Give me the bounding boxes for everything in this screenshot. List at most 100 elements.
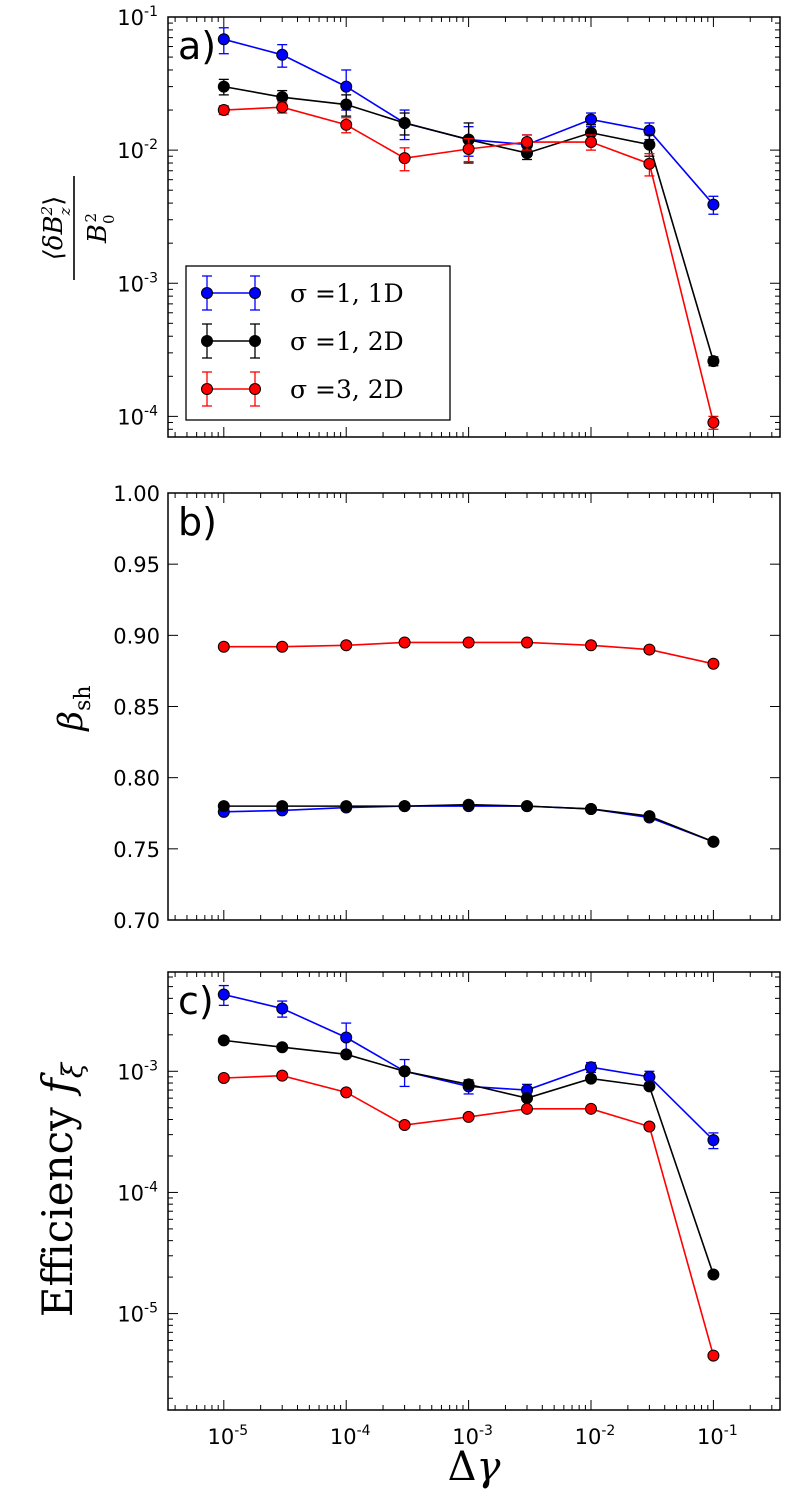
panel-label: a) <box>178 24 216 68</box>
panel-b: 0.70 0.75 0.80 0.85 0.90 0.95 1.00 b) <box>113 482 781 933</box>
y-axis-label-a: ⟨δBz2⟩ B02 <box>38 176 118 280</box>
y-tick-label: 0.95 <box>113 553 160 577</box>
panel-label: c) <box>178 979 214 1023</box>
data-point <box>276 1041 289 1054</box>
legend-entry: σ =1, 2D <box>201 323 404 359</box>
tick-exponent: -3 <box>144 1058 158 1074</box>
x-tick-label: 10-3 <box>452 1423 493 1449</box>
data-point <box>398 800 411 813</box>
data-point <box>217 33 230 46</box>
x-axis-label: Δγ <box>448 1444 501 1490</box>
tick-base: 10 <box>117 405 144 429</box>
data-point <box>643 157 656 170</box>
legend-box <box>185 265 451 421</box>
subscript: 0 <box>100 214 118 224</box>
data-point <box>643 1120 656 1133</box>
data-point <box>398 116 411 129</box>
x-tick-label: 10-2 <box>575 1423 616 1449</box>
data-point <box>217 1034 230 1047</box>
legend-marker <box>249 287 261 299</box>
y-label-denominator: B02 <box>82 213 118 244</box>
data-point <box>340 80 353 93</box>
data-point <box>276 1069 289 1082</box>
tick-exponent: -2 <box>601 1423 615 1439</box>
x-tick-label: 10-4 <box>330 1423 371 1449</box>
label-word: Efficiency <box>33 1094 82 1317</box>
data-point <box>462 1078 475 1091</box>
data-point <box>521 1092 534 1105</box>
y-tick-label: 10-2 <box>117 137 158 163</box>
plot-frame <box>167 971 781 1411</box>
data-point <box>707 1268 720 1281</box>
y-tick-label: 10-1 <box>117 4 158 30</box>
legend: σ =1, 1D σ =1, 2D σ =3, 2D <box>185 265 451 421</box>
series-2 <box>217 101 720 430</box>
tick-exponent: -4 <box>144 1179 158 1195</box>
data-point <box>707 1349 720 1362</box>
tick-base: 10 <box>117 272 144 296</box>
data-point <box>521 1102 534 1115</box>
data-point <box>217 80 230 93</box>
plot-frame <box>167 492 781 921</box>
data-point <box>340 639 353 652</box>
data-point <box>340 1086 353 1099</box>
y-tick-label: 0.80 <box>113 767 160 791</box>
series-line <box>223 38 715 206</box>
data-point <box>521 136 534 149</box>
tick-exponent: -4 <box>144 403 158 419</box>
legend-marker <box>201 383 213 395</box>
y-tick-label: 10-4 <box>117 403 158 429</box>
data-point <box>707 198 720 211</box>
data-point <box>462 636 475 649</box>
tick-exponent: -1 <box>724 1423 738 1439</box>
legend-marker <box>249 383 261 395</box>
legend-label: σ =1, 2D <box>290 327 404 356</box>
series-0 <box>217 27 720 215</box>
tick-exponent: -3 <box>144 270 158 286</box>
data-point <box>462 142 475 155</box>
data-point <box>462 798 475 811</box>
data-point <box>276 101 289 114</box>
tick-base: 10 <box>117 1060 144 1084</box>
tick-base: 10 <box>117 1181 144 1205</box>
data-point <box>276 1002 289 1015</box>
data-point <box>585 1102 598 1115</box>
series-2 <box>217 1069 720 1362</box>
tick-base: 10 <box>330 1425 357 1449</box>
legend-label: σ =1, 1D <box>290 279 404 308</box>
data-point <box>398 1065 411 1078</box>
superscript: 2 <box>38 206 56 217</box>
data-point <box>398 152 411 165</box>
superscript: 2 <box>82 213 100 223</box>
y-label-numerator: ⟨δBz2⟩ <box>38 196 74 261</box>
legend-label: σ =3, 2D <box>290 375 404 404</box>
tick-base: 10 <box>207 1425 234 1449</box>
data-point <box>585 802 598 815</box>
tick-base: 10 <box>697 1425 724 1449</box>
data-point <box>643 643 656 656</box>
data-point <box>398 1119 411 1132</box>
data-point <box>585 1072 598 1085</box>
panel-label: b) <box>178 500 217 544</box>
data-point <box>217 104 230 117</box>
data-point <box>217 800 230 813</box>
tick-base: 10 <box>117 139 144 163</box>
data-point <box>217 1072 230 1085</box>
data-point <box>217 988 230 1001</box>
data-point <box>643 1080 656 1093</box>
subscript: ξ <box>56 1061 89 1078</box>
data-point <box>462 1110 475 1123</box>
y-axis-label-b: βsh <box>51 685 96 732</box>
y-tick-label: 1.00 <box>113 482 160 506</box>
data-point <box>707 835 720 848</box>
y-tick-label: 0.70 <box>113 909 160 933</box>
x-tick-label: 10-1 <box>697 1423 738 1449</box>
data-point <box>276 91 289 104</box>
panel-c: 10-510-410-310-5 10-4 10-3 10-2 10-1c) <box>117 971 781 1449</box>
legend-marker <box>201 287 213 299</box>
beta-symbol: β <box>51 711 91 733</box>
data-point <box>340 800 353 813</box>
tick-base: 10 <box>117 1303 144 1327</box>
panel-a: 10-410-310-210-1a) <box>117 4 781 438</box>
